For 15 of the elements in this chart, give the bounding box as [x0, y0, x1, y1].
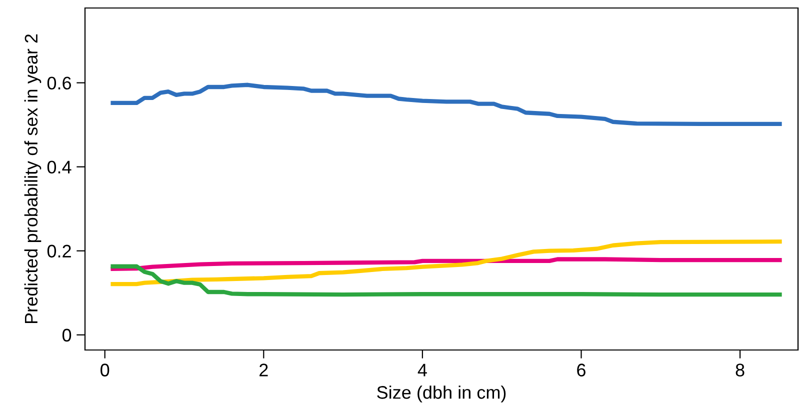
x-tick-label: 4 [418, 364, 427, 376]
x-tick-label: 2 [260, 364, 268, 376]
y-axis-title: Predicted probability of sex in year 2 [24, 34, 42, 324]
line-series [110, 257, 782, 271]
y-tick-label: 0.2 [47, 244, 71, 258]
line-series [110, 82, 782, 126]
x-tick-label: 0 [100, 364, 110, 376]
y-tick-label: 0.4 [47, 160, 72, 174]
line-series [110, 264, 782, 297]
x-tick-label: 6 [577, 364, 586, 376]
line-series [110, 240, 782, 286]
x-axis-title: Size (dbh in cm) [377, 386, 506, 402]
x-tick-label: 8 [736, 364, 744, 376]
y-tick-label: 0.6 [47, 76, 72, 90]
y-tick-label: 0 [62, 328, 72, 342]
